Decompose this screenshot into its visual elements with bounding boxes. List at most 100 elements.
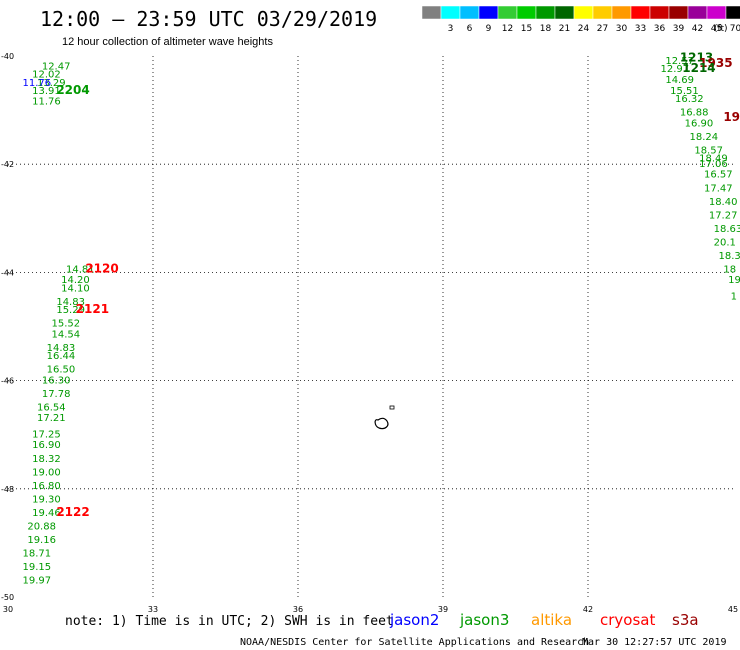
time-label: 2120 [85, 261, 118, 275]
legend-swatch [554, 5, 575, 20]
wave-height-label: 12.97 [661, 64, 690, 75]
wave-height-label: 19.15 [23, 562, 52, 573]
wave-height-label: 11.76 [32, 97, 61, 108]
legend-label: 39 [673, 24, 685, 34]
time-label: 1214 [682, 61, 715, 75]
wave-height-label: 18.71 [23, 548, 52, 559]
wave-height-label: 13.29 [37, 78, 66, 89]
plot-grid [8, 56, 733, 597]
legend-swatch [611, 5, 632, 20]
legend-swatch [687, 5, 708, 20]
wave-height-label: 16.30 [42, 375, 71, 386]
wave-height-label: 18.63 [714, 224, 740, 235]
wave-height-label: 14.54 [52, 329, 81, 340]
legend-label: 15 [521, 24, 532, 34]
footer-credit: NOAA/NESDIS Center for Satellite Applica… [240, 637, 589, 648]
wave-height-label: 16.88 [680, 108, 709, 119]
wave-height-label: 11.76 [23, 78, 52, 89]
legend-swatch [725, 5, 740, 20]
wave-height-label: 17.47 [704, 183, 733, 194]
satellite-name: jason2 [389, 611, 439, 629]
legend-label: 30 [616, 24, 628, 34]
wave-height-label: 16.32 [675, 94, 704, 105]
wave-height-label: 14.10 [61, 283, 90, 294]
wave-height-label: 16.80 [32, 481, 61, 492]
wave-height-label: 20.1 [714, 237, 736, 248]
wave-height-label: 17.27 [709, 210, 738, 221]
wave-height-label: 18.57 [694, 145, 723, 156]
wave-height-label: 19.46 [32, 508, 61, 519]
satellite-legend: jason2 jason3 altika cryosat s3a [389, 611, 699, 629]
satellite-name: jason3 [459, 611, 509, 629]
time-label: 1935 [699, 56, 732, 70]
wave-height-label: 15.51 [670, 86, 699, 97]
y-tick-label: -46 [1, 377, 14, 386]
y-tick-label: -42 [1, 160, 14, 169]
legend-swatch [592, 5, 613, 20]
wave-height-label: 18.40 [709, 197, 738, 208]
wave-height-label: 1 [731, 291, 737, 302]
legend-swatch [421, 5, 442, 20]
wave-height-label: 19 [728, 275, 740, 286]
wave-height-label: 13.91 [32, 86, 61, 97]
x-tick-label: 45 [728, 605, 738, 614]
chart-subtitle: 12 hour collection of altimeter wave hei… [62, 36, 273, 48]
legend-swatch [440, 5, 461, 20]
time-label: 2122 [56, 505, 89, 519]
x-tick-label: 36 [293, 605, 303, 614]
wave-height-label: 12.57 [665, 56, 694, 67]
wave-height-label: 19.97 [23, 575, 52, 586]
legend-swatch [535, 5, 556, 20]
wave-height-label: 15.29 [56, 305, 85, 316]
wave-height-label: 19.00 [32, 467, 61, 478]
legend-label: 36 [654, 24, 666, 34]
legend-label: 9 [486, 24, 492, 34]
y-tick-label: -50 [1, 593, 14, 602]
legend-label: 45 [711, 24, 722, 34]
island-shape [374, 405, 395, 430]
legend-swatch [478, 5, 499, 20]
wave-height-label: 16.90 [685, 118, 714, 129]
time-label: 2121 [76, 302, 109, 316]
wave-height-label: 12.02 [32, 70, 61, 81]
x-tick-label: 39 [438, 605, 448, 614]
satellite-name: cryosat [600, 611, 655, 629]
wave-height-label: 19.30 [32, 494, 61, 505]
legend-label: 21 [559, 24, 570, 34]
legend-swatch [706, 5, 727, 20]
legend-swatch [497, 5, 518, 20]
legend-label: 24 [578, 24, 590, 34]
wave-height-label: 14.83 [56, 297, 85, 308]
footer-timestamp: Mar 30 12:27:57 UTC 2019 [582, 637, 727, 648]
chart-title: 12:00 – 23:59 UTC 03/29/2019 [40, 7, 377, 31]
time-label: 2204 [56, 83, 89, 97]
legend-label: 18 [540, 24, 552, 34]
wave-height-label: 18.24 [690, 132, 719, 143]
legend-swatch [649, 5, 670, 20]
legend-label: 27 [597, 24, 608, 34]
x-tick-label: 33 [148, 605, 158, 614]
legend-swatch [668, 5, 689, 20]
wave-height-label: 17.21 [37, 413, 66, 424]
wave-height-label: 16.54 [37, 402, 66, 413]
wave-height-label: 16.57 [704, 170, 733, 181]
x-tick-label: 30 [3, 605, 13, 614]
wave-height-label: 12.47 [42, 62, 71, 73]
legend-label: 6 [467, 24, 473, 34]
wave-height-label: 17.78 [42, 389, 71, 400]
wave-height-label: 15.52 [52, 319, 81, 330]
time-label: 193 [723, 110, 740, 124]
legend-label: 3 [448, 24, 454, 34]
wave-height-label: 17.06 [699, 159, 728, 170]
time-label: 1213 [680, 50, 713, 64]
wave-height-label: 18.32 [32, 454, 61, 465]
legend-label: 12 [502, 24, 513, 34]
legend-label: 70 [730, 24, 740, 34]
wave-height-label: 16.90 [32, 440, 61, 451]
legend-swatch [573, 5, 594, 20]
legend-label: 33 [635, 24, 646, 34]
y-tick-label: -44 [1, 268, 14, 277]
legend-swatch [459, 5, 480, 20]
wave-height-label: 18.3 [719, 251, 740, 262]
